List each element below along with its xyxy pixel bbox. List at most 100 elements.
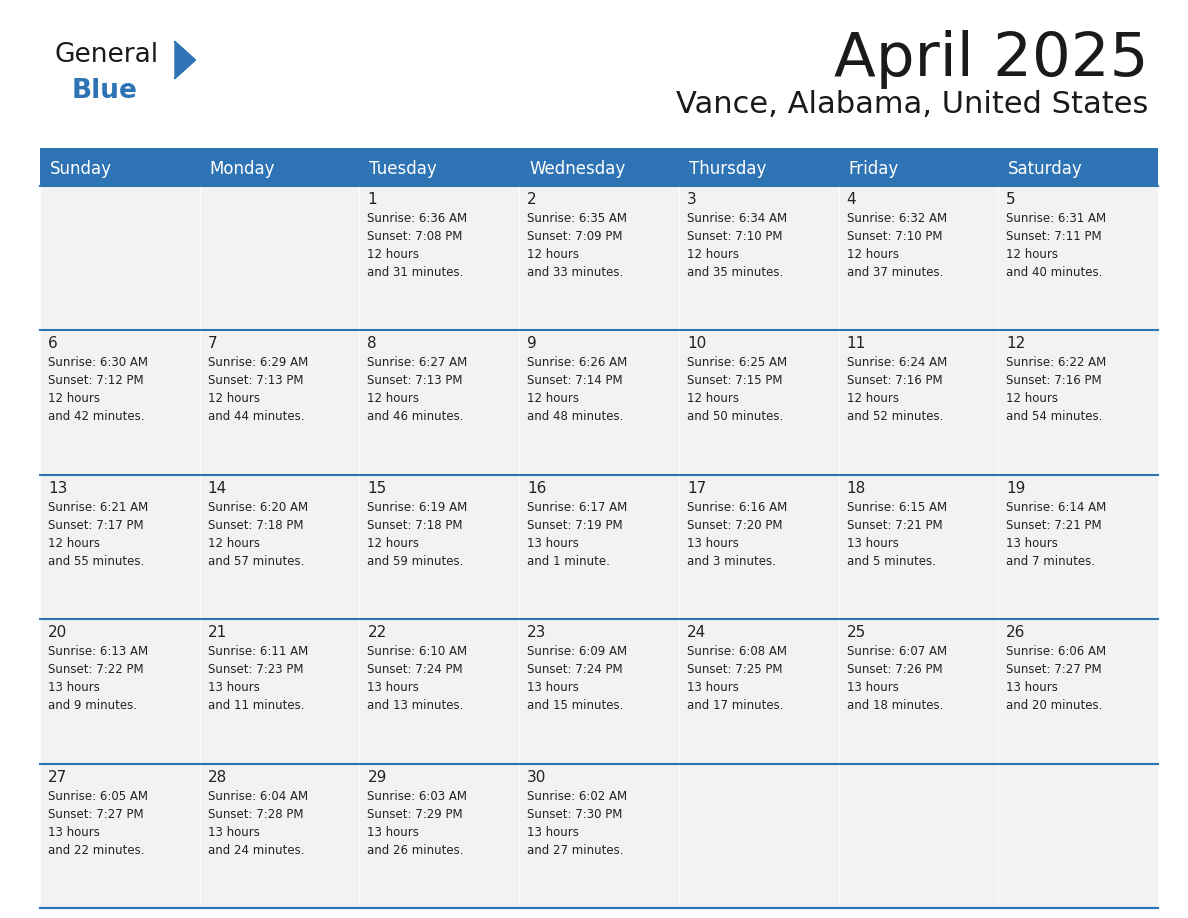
Bar	[200, 148, 360, 186]
Text: Sunrise: 6:16 AM: Sunrise: 6:16 AM	[687, 501, 788, 514]
Text: Sunset: 7:23 PM: Sunset: 7:23 PM	[208, 663, 303, 677]
Text: 11: 11	[847, 336, 866, 352]
Text: Sunset: 7:09 PM: Sunset: 7:09 PM	[527, 230, 623, 243]
Text: 2: 2	[527, 192, 537, 207]
Bar	[360, 186, 519, 330]
Bar	[839, 475, 998, 620]
Text: 12 hours
and 35 minutes.: 12 hours and 35 minutes.	[687, 248, 783, 279]
Polygon shape	[175, 42, 195, 78]
Bar	[40, 186, 200, 330]
Text: 12 hours
and 44 minutes.: 12 hours and 44 minutes.	[208, 392, 304, 423]
Text: 13 hours
and 7 minutes.: 13 hours and 7 minutes.	[1006, 537, 1095, 568]
Bar	[360, 330, 519, 475]
Bar	[839, 148, 998, 186]
Text: 12 hours
and 57 minutes.: 12 hours and 57 minutes.	[208, 537, 304, 568]
Text: Sunset: 7:10 PM: Sunset: 7:10 PM	[847, 230, 942, 243]
Text: Sunset: 7:13 PM: Sunset: 7:13 PM	[208, 375, 303, 387]
Bar	[998, 148, 1158, 186]
Text: 13 hours
and 27 minutes.: 13 hours and 27 minutes.	[527, 825, 624, 856]
Bar	[678, 764, 839, 908]
Bar	[360, 148, 519, 186]
Text: Sunrise: 6:32 AM: Sunrise: 6:32 AM	[847, 212, 947, 225]
Text: 13 hours
and 20 minutes.: 13 hours and 20 minutes.	[1006, 681, 1102, 712]
Text: Sunrise: 6:05 AM: Sunrise: 6:05 AM	[48, 789, 148, 802]
Text: Sunset: 7:19 PM: Sunset: 7:19 PM	[527, 519, 623, 532]
Text: Sunrise: 6:09 AM: Sunrise: 6:09 AM	[527, 645, 627, 658]
Bar	[839, 186, 998, 330]
Text: Sunrise: 6:04 AM: Sunrise: 6:04 AM	[208, 789, 308, 802]
Text: 26: 26	[1006, 625, 1025, 640]
Text: Wednesday: Wednesday	[529, 160, 625, 178]
Text: 13 hours
and 15 minutes.: 13 hours and 15 minutes.	[527, 681, 624, 712]
Text: 10: 10	[687, 336, 706, 352]
Text: Sunset: 7:13 PM: Sunset: 7:13 PM	[367, 375, 463, 387]
Bar	[360, 475, 519, 620]
Text: Sunset: 7:29 PM: Sunset: 7:29 PM	[367, 808, 463, 821]
Text: 12 hours
and 37 minutes.: 12 hours and 37 minutes.	[847, 248, 943, 279]
Text: 13 hours
and 11 minutes.: 13 hours and 11 minutes.	[208, 681, 304, 712]
Bar	[519, 148, 678, 186]
Text: 13 hours
and 1 minute.: 13 hours and 1 minute.	[527, 537, 609, 568]
Text: 29: 29	[367, 769, 387, 785]
Text: 18: 18	[847, 481, 866, 496]
Bar	[40, 475, 200, 620]
Bar	[519, 620, 678, 764]
Text: Sunrise: 6:13 AM: Sunrise: 6:13 AM	[48, 645, 148, 658]
Text: Sunrise: 6:20 AM: Sunrise: 6:20 AM	[208, 501, 308, 514]
Text: 13 hours
and 9 minutes.: 13 hours and 9 minutes.	[48, 681, 137, 712]
Bar	[678, 620, 839, 764]
Text: Thursday: Thursday	[689, 160, 766, 178]
Text: 12 hours
and 59 minutes.: 12 hours and 59 minutes.	[367, 537, 463, 568]
Text: Monday: Monday	[210, 160, 276, 178]
Text: 13 hours
and 13 minutes.: 13 hours and 13 minutes.	[367, 681, 463, 712]
Text: Tuesday: Tuesday	[369, 160, 437, 178]
Text: 30: 30	[527, 769, 546, 785]
Text: 4: 4	[847, 192, 857, 207]
Text: Sunrise: 6:30 AM: Sunrise: 6:30 AM	[48, 356, 148, 369]
Text: Sunrise: 6:19 AM: Sunrise: 6:19 AM	[367, 501, 468, 514]
Text: General: General	[55, 42, 159, 68]
Text: Blue: Blue	[72, 78, 138, 104]
Text: 5: 5	[1006, 192, 1016, 207]
Text: 12 hours
and 50 minutes.: 12 hours and 50 minutes.	[687, 392, 783, 423]
Text: Sunrise: 6:03 AM: Sunrise: 6:03 AM	[367, 789, 467, 802]
Bar	[998, 330, 1158, 475]
Text: Sunrise: 6:10 AM: Sunrise: 6:10 AM	[367, 645, 468, 658]
Bar	[839, 620, 998, 764]
Text: Sunrise: 6:15 AM: Sunrise: 6:15 AM	[847, 501, 947, 514]
Text: Sunrise: 6:14 AM: Sunrise: 6:14 AM	[1006, 501, 1106, 514]
Text: Sunrise: 6:29 AM: Sunrise: 6:29 AM	[208, 356, 308, 369]
Text: 1: 1	[367, 192, 377, 207]
Text: Sunrise: 6:02 AM: Sunrise: 6:02 AM	[527, 789, 627, 802]
Text: 20: 20	[48, 625, 68, 640]
Text: Sunset: 7:14 PM: Sunset: 7:14 PM	[527, 375, 623, 387]
Text: Sunrise: 6:26 AM: Sunrise: 6:26 AM	[527, 356, 627, 369]
Text: 13 hours
and 17 minutes.: 13 hours and 17 minutes.	[687, 681, 783, 712]
Text: 23: 23	[527, 625, 546, 640]
Text: 28: 28	[208, 769, 227, 785]
Text: 25: 25	[847, 625, 866, 640]
Text: 12 hours
and 46 minutes.: 12 hours and 46 minutes.	[367, 392, 465, 423]
Text: 8: 8	[367, 336, 377, 352]
Bar	[998, 475, 1158, 620]
Text: Friday: Friday	[848, 160, 899, 178]
Bar	[998, 620, 1158, 764]
Text: Sunrise: 6:27 AM: Sunrise: 6:27 AM	[367, 356, 468, 369]
Text: Sunset: 7:20 PM: Sunset: 7:20 PM	[687, 519, 783, 532]
Bar	[678, 330, 839, 475]
Bar	[519, 764, 678, 908]
Text: 13 hours
and 22 minutes.: 13 hours and 22 minutes.	[48, 825, 145, 856]
Bar	[360, 620, 519, 764]
Text: 13 hours
and 24 minutes.: 13 hours and 24 minutes.	[208, 825, 304, 856]
Text: 13: 13	[48, 481, 68, 496]
Text: 12: 12	[1006, 336, 1025, 352]
Text: Sunset: 7:24 PM: Sunset: 7:24 PM	[367, 663, 463, 677]
Text: 27: 27	[48, 769, 68, 785]
Bar	[40, 330, 200, 475]
Text: Sunset: 7:10 PM: Sunset: 7:10 PM	[687, 230, 783, 243]
Text: 17: 17	[687, 481, 706, 496]
Bar	[200, 764, 360, 908]
Text: Sunset: 7:21 PM: Sunset: 7:21 PM	[847, 519, 942, 532]
Text: Sunday: Sunday	[50, 160, 112, 178]
Text: Sunrise: 6:36 AM: Sunrise: 6:36 AM	[367, 212, 468, 225]
